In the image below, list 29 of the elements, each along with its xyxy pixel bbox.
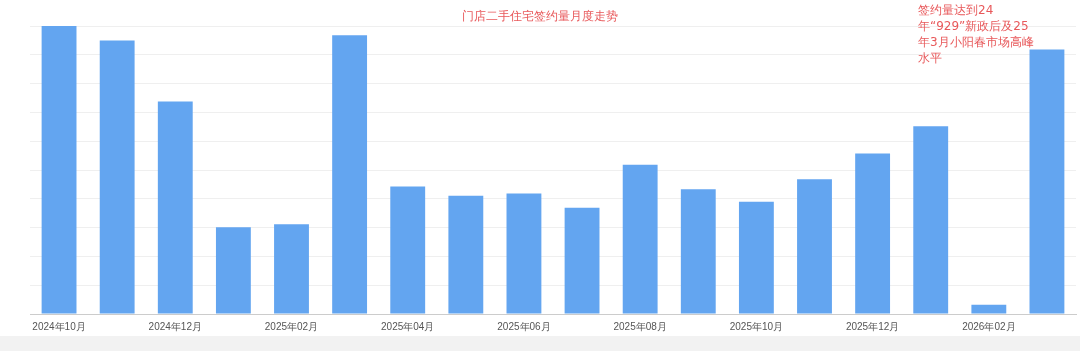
bar [99,40,135,314]
x-tick-label: 2025年04月 [381,320,435,332]
bar [797,179,832,314]
x-tick-label: 2025年10月 [729,320,784,332]
bar [971,304,1007,314]
x-tick-label: 2026年02月 [962,320,1016,332]
x-tick-label: 2025年02月 [264,320,319,332]
bar [738,201,774,314]
x-tick-label: 2025年06月 [497,320,551,332]
bar [913,126,949,314]
chart-title: 门店二手住宅签约量月度走势 [462,9,618,23]
bar [564,207,600,314]
bar [1029,49,1065,314]
x-tick-label: 2025年12月 [845,320,900,332]
bar [680,189,716,314]
bar [390,186,426,314]
bar [332,35,368,314]
x-tick-label: 2024年12月 [148,320,202,332]
bar [274,224,309,314]
bar [448,195,484,314]
bar [506,193,542,314]
bar [41,26,77,314]
bar [157,101,193,314]
x-tick-label: 2025年08月 [613,320,667,332]
bar [215,227,251,314]
bar [855,153,891,314]
x-tick-label: 2024年10月 [32,320,86,332]
bar [622,164,658,314]
annotation: 签约量达到24年“929”新政后及25年3月小阳春市场高峰水平 [918,2,1035,66]
